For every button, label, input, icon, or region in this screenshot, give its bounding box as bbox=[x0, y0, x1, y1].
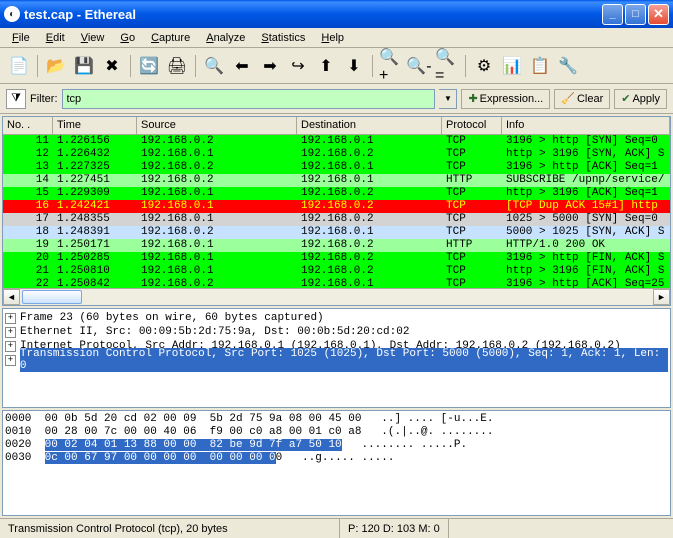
app-icon: ◐ bbox=[4, 6, 20, 22]
close-button[interactable]: ✕ bbox=[648, 4, 669, 25]
table-row[interactable]: 201.250285192.168.0.1192.168.0.2TCP3196 … bbox=[3, 252, 670, 265]
window-title: test.cap - Ethereal bbox=[24, 7, 602, 22]
menu-statistics[interactable]: Statistics bbox=[253, 30, 313, 46]
menu-view[interactable]: View bbox=[73, 30, 113, 46]
table-row[interactable]: 181.248391192.168.0.2192.168.0.1TCP5000 … bbox=[3, 226, 670, 239]
tool-btn[interactable]: ⬅ bbox=[229, 53, 255, 79]
table-row[interactable]: 141.227451192.168.0.2192.168.0.1HTTPSUBS… bbox=[3, 174, 670, 187]
table-row[interactable]: 151.229309192.168.0.1192.168.0.2TCPhttp … bbox=[3, 187, 670, 200]
menu-edit[interactable]: Edit bbox=[38, 30, 73, 46]
col-header-proto[interactable]: Protocol bbox=[442, 117, 502, 134]
table-row[interactable]: 171.248355192.168.0.1192.168.0.2TCP1025 … bbox=[3, 213, 670, 226]
tool-btn[interactable]: 📋 bbox=[527, 53, 553, 79]
apply-button[interactable]: ✔Apply bbox=[614, 89, 667, 109]
tree-toggle[interactable]: + bbox=[5, 341, 16, 352]
filter-input[interactable] bbox=[62, 89, 436, 109]
tool-btn[interactable]: 📄 bbox=[6, 53, 32, 79]
tool-btn[interactable]: 🔄 bbox=[136, 53, 162, 79]
hex-row[interactable]: 0020 00 02 04 01 13 88 00 00 82 be 9d 7f… bbox=[5, 439, 668, 452]
tool-btn[interactable]: 🔧 bbox=[555, 53, 581, 79]
status-mid: P: 120 D: 103 M: 0 bbox=[340, 519, 449, 538]
hscroll[interactable]: ◄ ► bbox=[3, 288, 670, 305]
table-row[interactable]: 111.226156192.168.0.2192.168.0.1TCP3196 … bbox=[3, 135, 670, 148]
tree-toggle[interactable]: + bbox=[5, 355, 16, 366]
tool-btn[interactable]: 🔍+ bbox=[378, 53, 404, 79]
tool-btn[interactable]: 🔍 bbox=[201, 53, 227, 79]
col-header-src[interactable]: Source bbox=[137, 117, 297, 134]
titlebar: ◐ test.cap - Ethereal _ □ ✕ bbox=[0, 0, 673, 28]
clear-button[interactable]: 🧹Clear bbox=[554, 89, 610, 109]
expression-button[interactable]: ✚Expression... bbox=[461, 89, 550, 109]
menu-go[interactable]: Go bbox=[112, 30, 143, 46]
tool-btn[interactable]: 📂 bbox=[43, 53, 69, 79]
filter-label: Filter: bbox=[30, 93, 58, 105]
tree-toggle[interactable]: + bbox=[5, 313, 16, 324]
table-row[interactable]: 131.227325192.168.0.2192.168.0.1TCP3196 … bbox=[3, 161, 670, 174]
tool-btn[interactable]: ⬆ bbox=[313, 53, 339, 79]
hscroll-thumb[interactable] bbox=[22, 290, 82, 304]
hex-pane: 0000 00 0b 5d 20 cd 02 00 09 5b 2d 75 9a… bbox=[2, 410, 671, 516]
tool-btn[interactable]: 📊 bbox=[499, 53, 525, 79]
menu-capture[interactable]: Capture bbox=[143, 30, 198, 46]
filter-icon[interactable]: ⧩ bbox=[6, 89, 26, 109]
status-left: Transmission Control Protocol (tcp), 20 … bbox=[0, 519, 340, 538]
tree-pane: +Frame 23 (60 bytes on wire, 60 bytes ca… bbox=[2, 308, 671, 408]
col-header-time[interactable]: Time bbox=[53, 117, 137, 134]
col-header-dst[interactable]: Destination bbox=[297, 117, 442, 134]
packet-list-header: No. .TimeSourceDestinationProtocolInfo bbox=[3, 117, 670, 135]
tool-btn[interactable]: ✖ bbox=[99, 53, 125, 79]
table-row[interactable]: 211.250810192.168.0.1192.168.0.2TCPhttp … bbox=[3, 265, 670, 278]
tree-item[interactable]: +Ethernet II, Src: 00:09:5b:2d:75:9a, Ds… bbox=[5, 325, 668, 339]
tree-toggle[interactable]: + bbox=[5, 327, 16, 338]
minimize-button[interactable]: _ bbox=[602, 4, 623, 25]
col-header-no[interactable]: No. . bbox=[3, 117, 53, 134]
tool-btn[interactable]: ↪ bbox=[285, 53, 311, 79]
tree-item[interactable]: +Transmission Control Protocol, Src Port… bbox=[5, 353, 668, 367]
tree-item[interactable]: +Frame 23 (60 bytes on wire, 60 bytes ca… bbox=[5, 311, 668, 325]
filterbar: ⧩ Filter: ▼ ✚Expression... 🧹Clear ✔Apply bbox=[0, 84, 673, 114]
hex-row[interactable]: 0030 0c 00 67 97 00 00 00 00 00 00 00 00… bbox=[5, 452, 668, 465]
hscroll-right[interactable]: ► bbox=[653, 289, 670, 305]
col-header-info[interactable]: Info bbox=[502, 117, 670, 134]
menu-help[interactable]: Help bbox=[313, 30, 352, 46]
menu-file[interactable]: File bbox=[4, 30, 38, 46]
tool-btn[interactable]: 🔍= bbox=[434, 53, 460, 79]
menubar: FileEditViewGoCaptureAnalyzeStatisticsHe… bbox=[0, 28, 673, 48]
toolbar: 📄 📂💾✖ 🔄🖨 🔍⬅➡↪⬆⬇ 🔍+🔍-🔍= ⚙📊📋🔧 bbox=[0, 48, 673, 84]
tool-btn[interactable]: ⬇ bbox=[341, 53, 367, 79]
table-row[interactable]: 121.226432192.168.0.1192.168.0.2TCPhttp … bbox=[3, 148, 670, 161]
tool-btn[interactable]: ⚙ bbox=[471, 53, 497, 79]
statusbar: Transmission Control Protocol (tcp), 20 … bbox=[0, 518, 673, 538]
hex-row[interactable]: 0010 00 28 00 7c 00 00 40 06 f9 00 c0 a8… bbox=[5, 426, 668, 439]
filter-dropdown[interactable]: ▼ bbox=[439, 89, 457, 109]
table-row[interactable]: 221.250842192.168.0.2192.168.0.1TCP3196 … bbox=[3, 278, 670, 288]
hex-row[interactable]: 0000 00 0b 5d 20 cd 02 00 09 5b 2d 75 9a… bbox=[5, 413, 668, 426]
tool-btn[interactable]: 🔍- bbox=[406, 53, 432, 79]
table-row[interactable]: 191.250171192.168.0.1192.168.0.2HTTPHTTP… bbox=[3, 239, 670, 252]
maximize-button[interactable]: □ bbox=[625, 4, 646, 25]
menu-analyze[interactable]: Analyze bbox=[198, 30, 253, 46]
tool-btn[interactable]: 💾 bbox=[71, 53, 97, 79]
tool-btn[interactable]: ➡ bbox=[257, 53, 283, 79]
hscroll-left[interactable]: ◄ bbox=[3, 289, 20, 305]
tool-btn[interactable]: 🖨 bbox=[164, 53, 190, 79]
packet-list: No. .TimeSourceDestinationProtocolInfo 1… bbox=[2, 116, 671, 306]
table-row[interactable]: 161.242421192.168.0.1192.168.0.2TCP[TCP … bbox=[3, 200, 670, 213]
